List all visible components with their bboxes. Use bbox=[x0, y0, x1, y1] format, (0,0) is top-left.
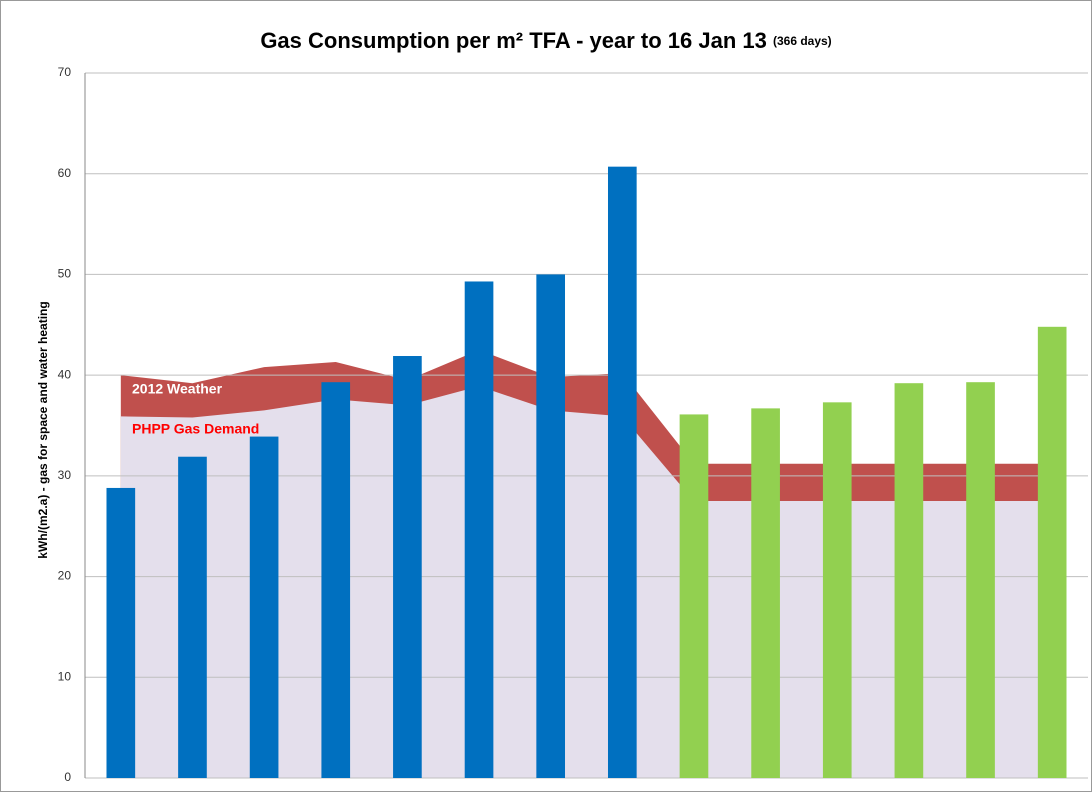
bar bbox=[464, 281, 494, 778]
y-tick-label: 50 bbox=[58, 267, 72, 281]
y-tick-label: 0 bbox=[64, 770, 71, 784]
bar bbox=[536, 274, 566, 778]
y-tick-label: 70 bbox=[58, 65, 72, 79]
bar bbox=[679, 414, 709, 778]
bar bbox=[321, 382, 351, 778]
area-label: PHPP Gas Demand bbox=[132, 421, 259, 437]
area bbox=[120, 386, 1053, 778]
y-tick-label: 40 bbox=[58, 367, 72, 381]
bar bbox=[966, 382, 995, 778]
title-text: Gas Consumption per m² TFA - year to 16 … bbox=[260, 28, 767, 53]
bar bbox=[822, 402, 852, 778]
bar bbox=[106, 487, 136, 778]
bar bbox=[894, 383, 924, 778]
bar bbox=[249, 436, 279, 778]
y-tick-label: 10 bbox=[58, 669, 72, 683]
chart-title: Gas Consumption per m² TFA - year to 16 … bbox=[260, 28, 831, 53]
y-axis-label: kWh/(m2.a) - gas for space and water hea… bbox=[36, 301, 50, 558]
y-tick-label: 60 bbox=[58, 166, 72, 180]
bar bbox=[393, 356, 422, 778]
y-tick-label: 30 bbox=[58, 468, 72, 482]
area-label: 2012 Weather bbox=[132, 381, 223, 397]
bar bbox=[178, 456, 207, 778]
bar bbox=[1037, 326, 1067, 778]
bar bbox=[607, 166, 637, 778]
bar bbox=[751, 408, 780, 778]
y-tick-label: 20 bbox=[58, 569, 72, 583]
subtitle-text: (366 days) bbox=[773, 34, 832, 48]
